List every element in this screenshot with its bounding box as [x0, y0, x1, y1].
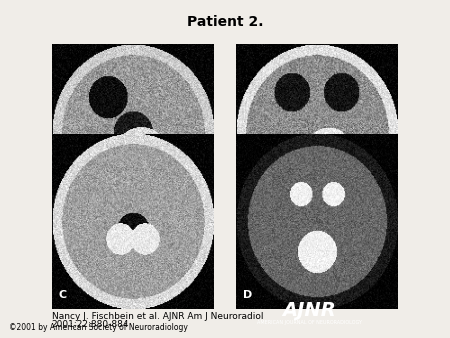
Text: B: B: [243, 201, 251, 211]
Text: 2001;22:880-884: 2001;22:880-884: [52, 320, 129, 330]
Text: C: C: [58, 290, 66, 300]
Text: Nancy J. Fischbein et al. AJNR Am J Neuroradiol: Nancy J. Fischbein et al. AJNR Am J Neur…: [52, 312, 263, 321]
Text: D: D: [243, 290, 252, 300]
Text: AMERICAN JOURNAL OF NEURORADIOLOGY: AMERICAN JOURNAL OF NEURORADIOLOGY: [256, 320, 362, 325]
Text: AJNR: AJNR: [282, 301, 336, 320]
Text: ©2001 by American Society of Neuroradiology: ©2001 by American Society of Neuroradiol…: [9, 323, 188, 332]
Text: Patient 2.: Patient 2.: [187, 15, 263, 29]
Text: A: A: [58, 201, 67, 211]
